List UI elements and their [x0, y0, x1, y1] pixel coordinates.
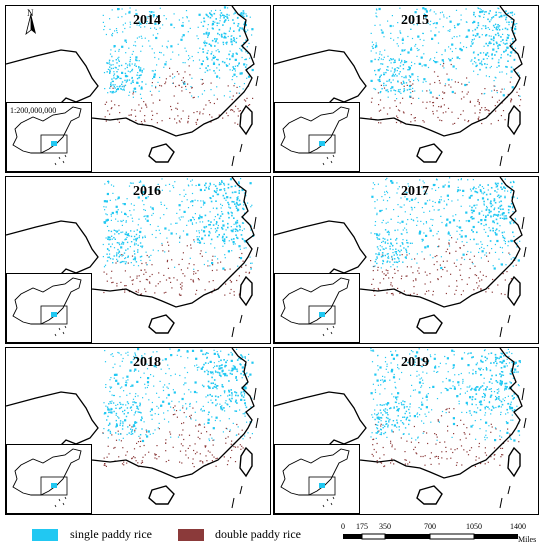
map-panel-2015: 2015 [273, 5, 539, 173]
inset-locator-map [6, 273, 92, 343]
single-rice-swatch [32, 529, 58, 541]
scale-bar-graphic [343, 533, 518, 540]
inset-outline [280, 277, 350, 337]
legend: single paddy rice double paddy rice 0 17… [0, 518, 545, 550]
scale-tick-350: 350 [379, 522, 391, 531]
inset-outline [12, 448, 82, 508]
single-rice-label: single paddy rice [70, 527, 152, 541]
panel-year: 2017 [401, 184, 429, 199]
map-scale: 1:200,000,000 [10, 106, 57, 115]
scale-bar: 0 175 350 700 1050 1400 Miles [340, 518, 540, 550]
china-map [274, 177, 527, 338]
panel-year: 2015 [401, 13, 429, 28]
panel-year: 2018 [133, 355, 161, 370]
map-grid: 2014 N 1:200,000,000 2015 2016 2017 2018 2019 [5, 5, 540, 515]
double-rice-swatch [178, 529, 204, 541]
china-map [6, 348, 259, 509]
inset-outline [12, 277, 82, 337]
scale-tick-175: 175 [356, 522, 368, 531]
panel-year: 2016 [133, 184, 161, 199]
double-rice-label: double paddy rice [215, 527, 301, 541]
map-panel-2016: 2016 [5, 176, 271, 344]
map-panel-2018: 2018 [5, 347, 271, 515]
scale-tick-1400: 1400 [510, 522, 526, 531]
inset-locator-map [6, 444, 92, 514]
inset-locator-map: 1:200,000,000 [6, 102, 92, 172]
scale-tick-700: 700 [424, 522, 436, 531]
map-panel-2017: 2017 [273, 176, 539, 344]
inset-locator-map [274, 444, 360, 514]
scale-tick-1050: 1050 [466, 522, 482, 531]
north-arrow-icon [25, 13, 36, 36]
scale-units: Miles [518, 535, 537, 544]
map-panel-2014: 2014 N 1:200,000,000 [5, 5, 271, 173]
inset-outline [280, 448, 350, 508]
china-map [274, 6, 527, 167]
inset-outline [12, 106, 82, 166]
north-label: N [27, 8, 34, 18]
china-map [6, 6, 259, 167]
inset-locator-map [274, 273, 360, 343]
scale-tick-0: 0 [341, 522, 345, 531]
map-panel-2019: 2019 [273, 347, 539, 515]
china-map [6, 177, 259, 338]
panel-year: 2014 [133, 13, 161, 28]
china-map [274, 348, 527, 509]
inset-locator-map [274, 102, 360, 172]
panel-year: 2019 [401, 355, 429, 370]
inset-outline [280, 106, 350, 166]
